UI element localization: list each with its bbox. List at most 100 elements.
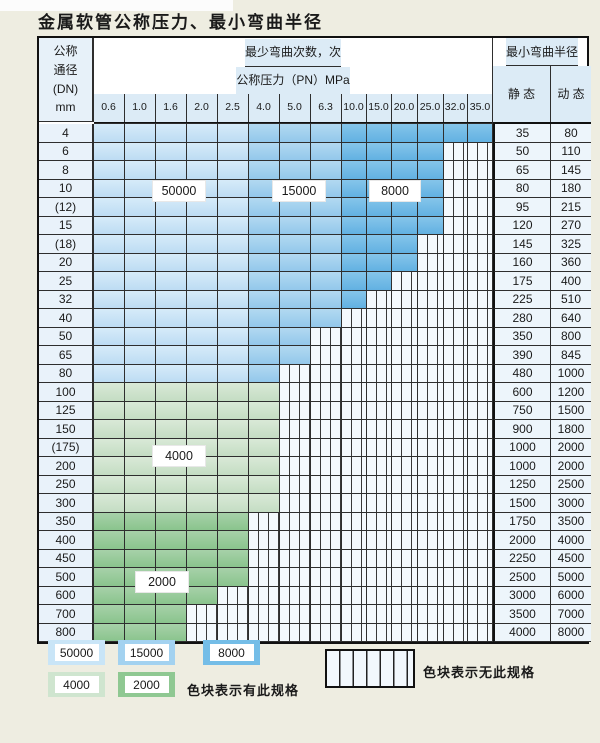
table-row: 32 225 510 bbox=[39, 290, 591, 309]
spec-cell bbox=[218, 290, 249, 309]
spec-cell bbox=[280, 198, 311, 217]
spec-cell bbox=[218, 420, 249, 439]
no-spec-cell bbox=[342, 438, 367, 457]
legend-swatch: 4000 bbox=[48, 672, 105, 697]
no-spec-cell bbox=[367, 290, 392, 309]
no-spec-cell bbox=[468, 401, 493, 420]
spec-cell bbox=[249, 420, 280, 439]
table-row: 400 2000 4000 bbox=[39, 531, 591, 550]
no-spec-cell bbox=[367, 364, 392, 383]
cycle-count-tag: 15000 bbox=[272, 180, 326, 202]
no-spec-cell bbox=[444, 401, 468, 420]
spec-cell bbox=[125, 531, 156, 550]
no-spec-cell bbox=[444, 549, 468, 568]
spec-cell bbox=[187, 549, 218, 568]
static-radius-cell: 50 bbox=[493, 142, 551, 161]
no-spec-cell bbox=[444, 605, 468, 624]
dynamic-radius-cell: 145 bbox=[551, 161, 591, 180]
no-spec-cell bbox=[418, 364, 444, 383]
no-spec-cell bbox=[367, 346, 392, 365]
spec-cell bbox=[342, 124, 367, 143]
no-spec-cell bbox=[418, 531, 444, 550]
no-spec-cell bbox=[367, 475, 392, 494]
table-row: 100 600 1200 bbox=[39, 383, 591, 402]
no-spec-cell bbox=[392, 623, 418, 642]
static-radius-cell: 1250 bbox=[493, 475, 551, 494]
spec-cell bbox=[367, 253, 392, 272]
no-spec-cell bbox=[311, 346, 342, 365]
table-row: 800 4000 8000 bbox=[39, 623, 591, 642]
no-spec-cell bbox=[342, 346, 367, 365]
spec-cell bbox=[367, 216, 392, 235]
spec-cell bbox=[125, 309, 156, 328]
table-row: 125 750 1500 bbox=[39, 401, 591, 420]
table-row: 40 280 640 bbox=[39, 309, 591, 328]
no-spec-cell bbox=[311, 512, 342, 531]
no-spec-cell bbox=[468, 290, 493, 309]
dynamic-radius-cell: 3000 bbox=[551, 494, 591, 513]
spec-cell bbox=[367, 272, 392, 291]
spec-cell bbox=[187, 475, 218, 494]
dn-value-cell: 125 bbox=[39, 401, 94, 420]
spec-cell bbox=[94, 124, 125, 143]
static-radius-cell: 65 bbox=[493, 161, 551, 180]
spec-cell bbox=[249, 290, 280, 309]
spec-cell bbox=[94, 253, 125, 272]
legend-swatch: 50000 bbox=[48, 640, 105, 665]
no-spec-cell bbox=[342, 401, 367, 420]
no-spec-cell bbox=[311, 568, 342, 587]
no-spec-cell bbox=[444, 216, 468, 235]
no-spec-cell bbox=[444, 568, 468, 587]
dn-value-cell: 32 bbox=[39, 290, 94, 309]
spec-cell bbox=[94, 401, 125, 420]
spec-cell bbox=[94, 198, 125, 217]
spec-cell bbox=[156, 327, 187, 346]
no-spec-cell bbox=[311, 364, 342, 383]
no-spec-cell bbox=[392, 457, 418, 476]
spec-cell bbox=[249, 272, 280, 291]
spec-cell bbox=[187, 290, 218, 309]
spec-cell bbox=[218, 494, 249, 513]
no-spec-cell bbox=[311, 401, 342, 420]
dn-value-cell: 15 bbox=[39, 216, 94, 235]
pressure-header-cell: 15.0 bbox=[366, 93, 392, 122]
no-spec-cell bbox=[392, 568, 418, 587]
legend-swatch-label: 4000 bbox=[54, 676, 99, 693]
spec-cell bbox=[418, 124, 444, 143]
spec-cell bbox=[187, 494, 218, 513]
no-spec-cell bbox=[249, 605, 280, 624]
no-spec-cell bbox=[367, 401, 392, 420]
spec-cell bbox=[125, 549, 156, 568]
no-spec-cell bbox=[444, 586, 468, 605]
spec-cell bbox=[218, 438, 249, 457]
spec-cell bbox=[125, 235, 156, 254]
dn-header-line: mm bbox=[55, 100, 76, 115]
spec-cell bbox=[342, 290, 367, 309]
no-spec-cell bbox=[468, 605, 493, 624]
page-title: 金属软管公称压力、最小弯曲半径 bbox=[38, 13, 323, 33]
cycle-count-tag: 4000 bbox=[152, 445, 206, 467]
dynamic-radius-cell: 4500 bbox=[551, 549, 591, 568]
static-radius-cell: 175 bbox=[493, 272, 551, 291]
no-spec-cell bbox=[468, 457, 493, 476]
spec-cell bbox=[94, 494, 125, 513]
no-spec-cell bbox=[392, 475, 418, 494]
spec-cell bbox=[280, 346, 311, 365]
no-spec-cell bbox=[342, 364, 367, 383]
dynamic-radius-cell: 1500 bbox=[551, 401, 591, 420]
dynamic-radius-cell: 845 bbox=[551, 346, 591, 365]
no-spec-cell bbox=[280, 568, 311, 587]
spec-cell bbox=[311, 290, 342, 309]
no-spec-cell bbox=[392, 512, 418, 531]
dynamic-radius-cell: 180 bbox=[551, 179, 591, 198]
spec-cell bbox=[125, 364, 156, 383]
spec-cell bbox=[156, 383, 187, 402]
no-spec-cell bbox=[418, 253, 444, 272]
no-spec-cell bbox=[392, 494, 418, 513]
spec-cell bbox=[249, 346, 280, 365]
spec-cell bbox=[218, 142, 249, 161]
no-spec-cell bbox=[468, 179, 493, 198]
no-spec-cell bbox=[444, 253, 468, 272]
cycle-count-tag: 50000 bbox=[152, 180, 206, 202]
spec-cell bbox=[311, 124, 342, 143]
